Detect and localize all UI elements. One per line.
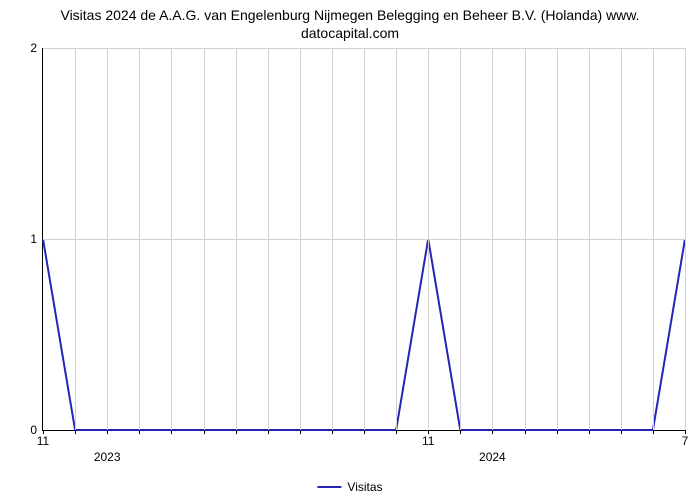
xtick-mark <box>396 430 397 434</box>
gridline-v <box>653 48 654 430</box>
legend-swatch <box>317 486 341 488</box>
xtick-mark <box>589 430 590 434</box>
xtick-mark <box>268 430 269 434</box>
xtick-mark <box>332 430 333 434</box>
gridline-v <box>107 48 108 430</box>
ytick-label: 1 <box>30 232 43 246</box>
year-label: 2024 <box>479 430 506 464</box>
xtick-mark <box>236 430 237 434</box>
legend-label: Visitas <box>347 480 382 494</box>
gridline-v <box>621 48 622 430</box>
gridline-v <box>204 48 205 430</box>
gridline-v <box>139 48 140 430</box>
xtick-mark <box>653 430 654 434</box>
xtick-mark <box>525 430 526 434</box>
chart-title: Visitas 2024 de A.A.G. van Engelenburg N… <box>0 6 700 42</box>
gridline-v <box>75 48 76 430</box>
gridline-v <box>300 48 301 430</box>
ytick-label: 2 <box>30 41 43 55</box>
gridline-v <box>492 48 493 430</box>
gridline-v <box>236 48 237 430</box>
chart-title-line2: datocapital.com <box>301 25 399 41</box>
xtick-label: 11 <box>37 430 49 448</box>
xtick-mark <box>364 430 365 434</box>
gridline-v <box>589 48 590 430</box>
xtick-mark <box>460 430 461 434</box>
xtick-label: 7 <box>682 430 689 448</box>
chart-title-line1: Visitas 2024 de A.A.G. van Engelenburg N… <box>60 7 639 23</box>
gridline-v <box>364 48 365 430</box>
legend: Visitas <box>317 480 382 494</box>
plot-area: 0121111720232024 <box>42 48 685 431</box>
visits-line-chart: Visitas 2024 de A.A.G. van Engelenburg N… <box>0 0 700 500</box>
gridline-v <box>460 48 461 430</box>
xtick-mark <box>557 430 558 434</box>
xtick-label: 11 <box>422 430 434 448</box>
gridline-v <box>525 48 526 430</box>
year-label: 2023 <box>94 430 121 464</box>
xtick-mark <box>300 430 301 434</box>
gridline-v <box>428 48 429 430</box>
gridline-v <box>396 48 397 430</box>
xtick-mark <box>204 430 205 434</box>
gridline-v <box>332 48 333 430</box>
gridline-v <box>685 48 686 430</box>
xtick-mark <box>171 430 172 434</box>
xtick-mark <box>75 430 76 434</box>
gridline-v <box>171 48 172 430</box>
xtick-mark <box>621 430 622 434</box>
xtick-mark <box>139 430 140 434</box>
gridline-v <box>557 48 558 430</box>
gridline-v <box>268 48 269 430</box>
